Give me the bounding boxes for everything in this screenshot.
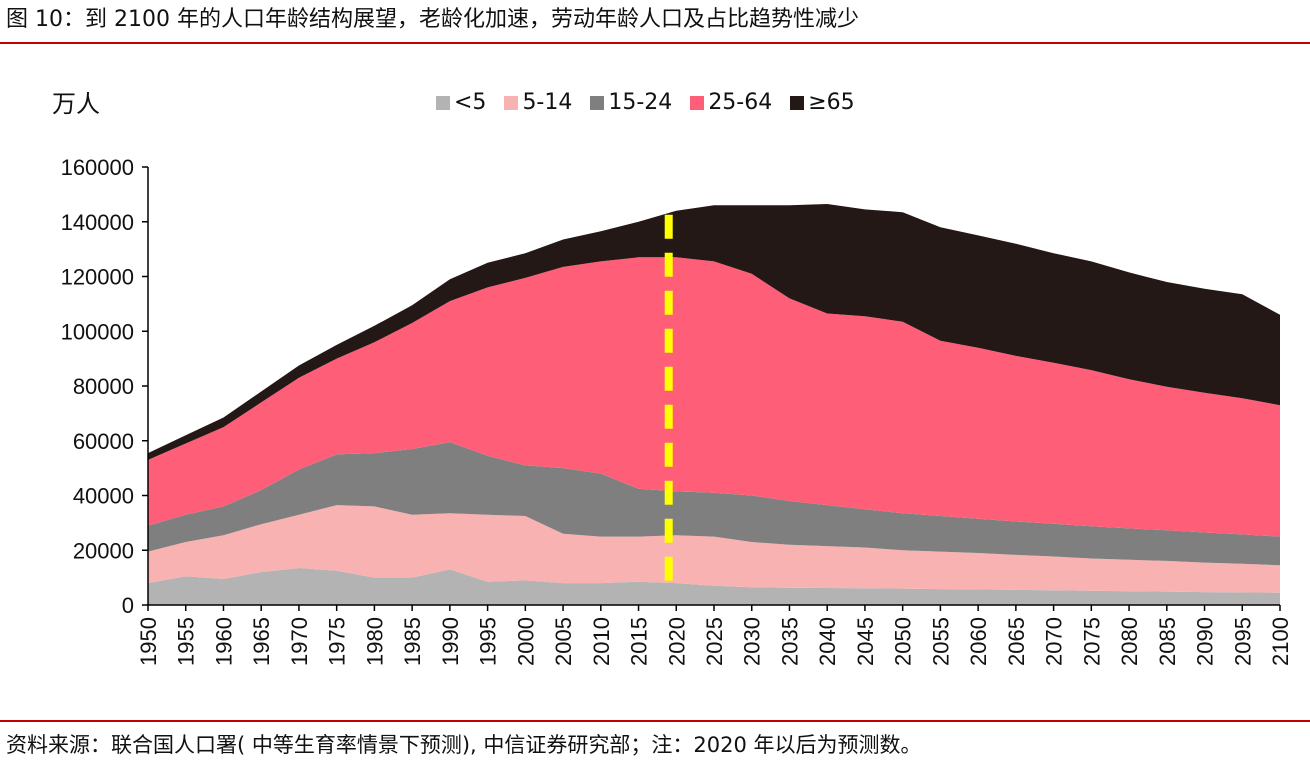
legend-item-25-64: 25-64 [690,90,772,115]
x-tick-label: 1970 [287,617,312,666]
x-tick-label: 2050 [891,617,916,666]
legend-label: ≥65 [808,90,855,115]
legend-item-under5: <5 [436,90,486,115]
x-tick-label: 2070 [1042,617,1067,666]
series-area-2 [148,442,1280,566]
x-tick-label: 1990 [438,617,463,666]
x-tick-label: 2005 [551,617,576,666]
x-tick-label: 2075 [1079,617,1104,666]
x-tick-label: 2000 [513,617,538,666]
source-note: 资料来源：联合国人口署( 中等生育率情景下预测), 中信证券研究部；注：2020… [6,733,922,757]
x-tick-label: 1995 [476,617,501,666]
x-tick-label: 1950 [136,617,161,666]
y-tick-label: 140000 [61,210,134,235]
x-tick-label: 2085 [1155,617,1180,666]
x-tick-label: 2080 [1117,617,1142,666]
x-tick-label: 2045 [853,617,878,666]
legend-item-65plus: ≥65 [790,90,855,115]
legend-swatch [436,95,450,110]
x-axis-ticks: 1950 1955 1960 1965 1970 1975 1980 1985 1990 1995… [136,605,1293,666]
x-tick-label: 2025 [702,617,727,666]
y-axis-ticks: 0 20000 40000 60000 80000 100000 120000 140000 1… [61,155,148,618]
legend-label: 15-24 [608,90,673,115]
x-tick-label: 2035 [777,617,802,666]
series-areas [148,204,1280,605]
legend-item-15-24: 15-24 [590,90,672,115]
y-tick-label: 120000 [61,265,134,290]
x-tick-label: 1975 [325,617,350,666]
legend-label: <5 [454,90,487,115]
x-tick-label: 1955 [174,617,199,666]
legend-label: 25-64 [708,90,773,115]
y-tick-label: 40000 [73,484,134,509]
y-tick-label: 100000 [61,319,134,344]
x-tick-label: 2030 [740,617,765,666]
legend-swatch [590,95,605,110]
x-tick-label: 2015 [627,617,652,666]
y-tick-label: 0 [122,593,134,618]
chart-legend: <5 5-14 15-24 25-64 ≥65 [436,90,855,115]
x-tick-label: 2010 [589,617,614,666]
legend-swatch [690,95,705,110]
series-area-0 [148,568,1280,605]
y-tick-label: 20000 [73,538,134,563]
x-tick-label: 2090 [1193,617,1218,666]
legend-swatch [504,95,519,110]
series-area-1 [148,505,1280,593]
title-divider [0,42,1310,44]
legend-swatch [790,95,805,110]
figure-title: 图 10：到 2100 年的人口年龄结构展望，老龄化加速，劳动年龄人口及占比趋势… [6,7,859,32]
x-tick-label: 1965 [249,617,274,666]
x-tick-label: 2065 [1004,617,1029,666]
x-tick-label: 1960 [211,617,236,666]
y-tick-label: 160000 [61,155,134,180]
x-tick-label: 1980 [362,617,387,666]
y-tick-label: 80000 [73,374,134,399]
legend-label: 5-14 [522,90,573,115]
x-tick-label: 2100 [1268,617,1293,666]
series-area-3 [148,257,1280,537]
x-tick-label: 2055 [928,617,953,666]
y-axis-unit-label: 万人 [52,90,100,118]
x-tick-label: 2040 [815,617,840,666]
footer-divider [0,720,1310,722]
x-tick-label: 1985 [400,617,425,666]
stacked-area-chart: 0 20000 40000 60000 80000 100000 120000 140000 1… [61,155,1293,666]
series-area-4 [148,204,1280,460]
legend-item-5-14: 5-14 [504,90,572,115]
x-tick-label: 2060 [966,617,991,666]
y-tick-label: 60000 [73,429,134,454]
x-tick-label: 2095 [1230,617,1255,666]
x-tick-label: 2020 [664,617,689,666]
